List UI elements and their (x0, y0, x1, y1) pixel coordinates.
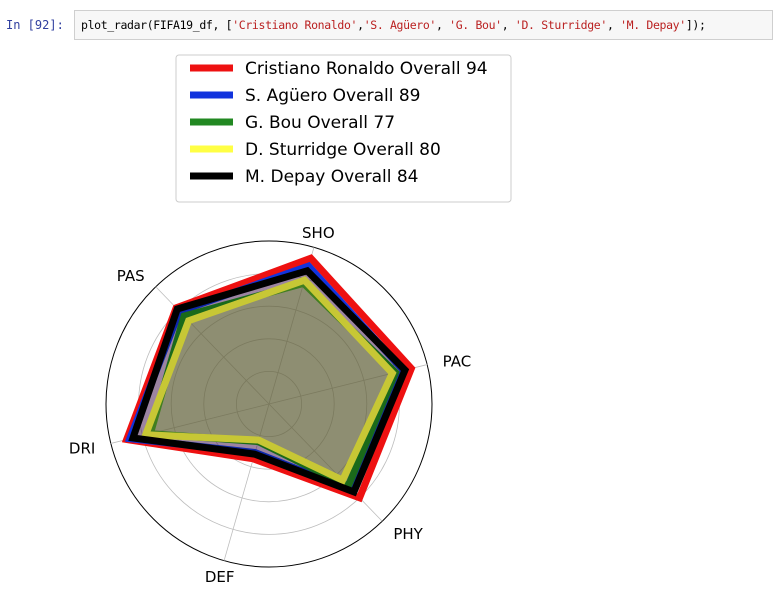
code-arg: 'Cristiano Ronaldo' (232, 18, 358, 32)
axis-label: PAS (117, 267, 145, 285)
axis-label: SHO (302, 224, 335, 242)
legend-label: M. Depay Overall 84 (245, 167, 419, 187)
legend-label: G. Bou Overall 77 (245, 113, 395, 133)
code-arg: 'S. Agüero' (363, 18, 437, 32)
code-arg: 'D. Sturridge' (514, 18, 607, 32)
code-input[interactable]: plot_radar(FIFA19_df, ['Cristiano Ronald… (74, 10, 773, 40)
radar-outer-circle (105, 240, 433, 568)
radar-spoke (268, 403, 383, 522)
code-text: plot_radar(FIFA19_df, ['Cristiano Ronald… (81, 18, 706, 32)
axis-label: PHY (393, 525, 423, 543)
code-arg: 'M. Depay' (620, 18, 686, 32)
legend-box (175, 54, 512, 203)
legend-label: Cristiano Ronaldo Overall 94 (245, 59, 488, 79)
legend-label: D. Sturridge Overall 80 (245, 140, 441, 160)
radar-chart: Cristiano Ronaldo Overall 94 S. Agüero Ov… (69, 54, 512, 586)
axis-label: DEF (205, 568, 235, 586)
axis-label: DRI (69, 439, 95, 457)
radar-grid-circle (235, 370, 302, 437)
code-arg: 'G. Bou' (449, 18, 502, 32)
radar-grid-circle (170, 305, 368, 503)
radar-series (140, 276, 397, 485)
axis-label: PAC (443, 353, 472, 371)
cell-prompt: In [92]: (6, 18, 64, 32)
legend-label: S. Agüero Overall 89 (245, 86, 420, 106)
radar-series (128, 266, 410, 497)
notebook-cell: In [92]: plot_radar(FIFA19_df, ['Cristia… (0, 10, 773, 42)
code-prefix: plot_radar(FIFA19_df, [ (81, 18, 233, 32)
radar-spoke (223, 403, 270, 561)
radar-grid-circle (203, 338, 335, 470)
code-suffix: ]); (685, 18, 706, 32)
